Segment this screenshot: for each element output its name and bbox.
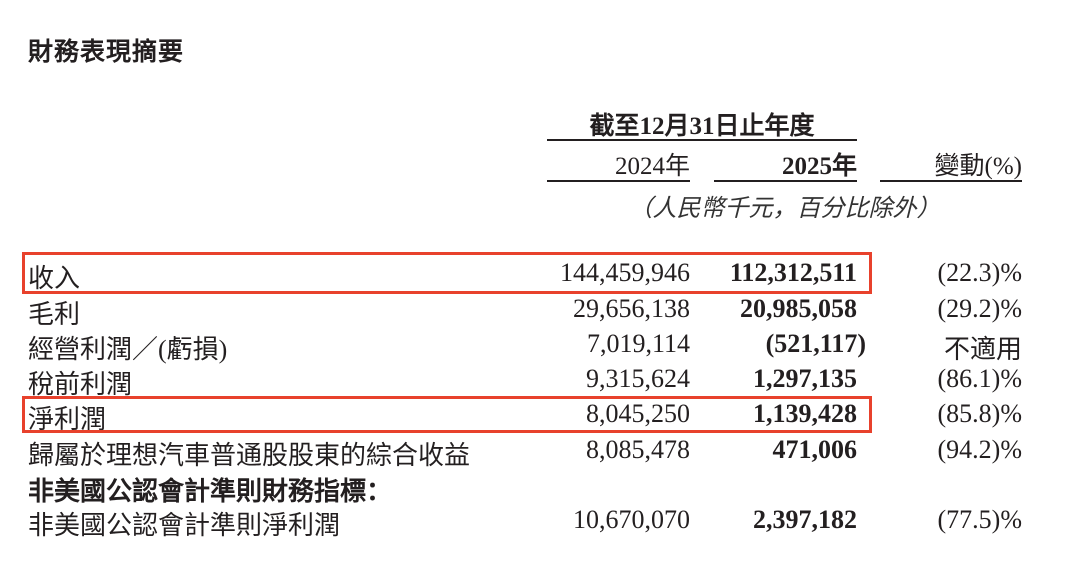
value-2024: 144,459,946 [560, 258, 690, 287]
value-change: 不適用 [943, 335, 1022, 364]
col-header-2024: 2024年 [614, 153, 690, 180]
rule-2024 [547, 180, 690, 182]
value-2024: 29,656,138 [573, 294, 690, 323]
value-2025: 2,397,182 [753, 505, 857, 534]
period-rule [547, 139, 857, 141]
section-heading-non-gaap: 非美國公認會計準則財務指標： [0, 471, 1080, 506]
table-row-revenue: 收入 144,459,946 112,312,511 (22.3)% [0, 258, 1080, 293]
value-2024: 7,019,114 [586, 329, 690, 358]
value-2025: 112,312,511 [729, 258, 857, 287]
value-change: (85.8)% [937, 399, 1022, 428]
value-2025: 1,297,135 [753, 364, 857, 393]
value-change: (86.1)% [937, 364, 1022, 393]
table-row-net-income: 淨利潤 8,045,250 1,139,428 (85.8)% [0, 399, 1080, 434]
table-row-comprehensive-income: 歸屬於理想汽車普通股股東的綜合收益 8,085,478 471,006 (94.… [0, 435, 1080, 470]
value-change: (94.2)% [937, 435, 1022, 464]
value-2025: 20,985,058 [740, 294, 857, 323]
row-label: 非美國公認會計準則財務指標： [28, 477, 393, 506]
col-header-change: 變動(%) [934, 153, 1022, 180]
value-2024: 10,670,070 [573, 505, 690, 534]
rule-2025 [714, 180, 857, 182]
rule-change [880, 180, 1022, 182]
value-2024: 8,085,478 [586, 435, 690, 464]
row-label: 淨利潤 [28, 405, 107, 434]
row-label: 毛利 [28, 300, 81, 329]
value-2024: 9,315,624 [586, 364, 690, 393]
highlight-box-net-income [22, 396, 872, 433]
table-row-pretax-income: 稅前利潤 9,315,624 1,297,135 (86.1)% [0, 364, 1080, 399]
unit-note: （人民幣千元，百分比除外） [628, 196, 941, 222]
table-row-gross-profit: 毛利 29,656,138 20,985,058 (29.2)% [0, 294, 1080, 329]
row-label: 非美國公認會計準則淨利潤 [28, 511, 341, 540]
row-label: 歸屬於理想汽車普通股股東的綜合收益 [28, 441, 471, 470]
value-2024: 8,045,250 [586, 399, 690, 428]
value-2025: 1,139,428 [753, 399, 857, 428]
row-label: 收入 [28, 264, 81, 293]
value-change: (77.5)% [937, 505, 1022, 534]
col-header-2025: 2025年 [781, 153, 857, 180]
period-header: 截至12月31日止年度 [589, 113, 815, 140]
value-2025: 471,006 [772, 435, 858, 464]
row-label: 經營利潤／(虧損) [28, 335, 228, 364]
highlight-box-revenue [22, 252, 872, 294]
table-row-operating-income: 經營利潤／(虧損) 7,019,114 (521,117) 不適用 [0, 329, 1080, 364]
value-2025: (521,117) [765, 329, 866, 358]
value-change: (22.3)% [937, 258, 1022, 287]
row-label: 稅前利潤 [28, 370, 133, 399]
table-row-non-gaap-net-income: 非美國公認會計準則淨利潤 10,670,070 2,397,182 (77.5)… [0, 505, 1080, 540]
page-title: 財務表現摘要 [28, 37, 185, 66]
value-change: (29.2)% [937, 294, 1022, 323]
